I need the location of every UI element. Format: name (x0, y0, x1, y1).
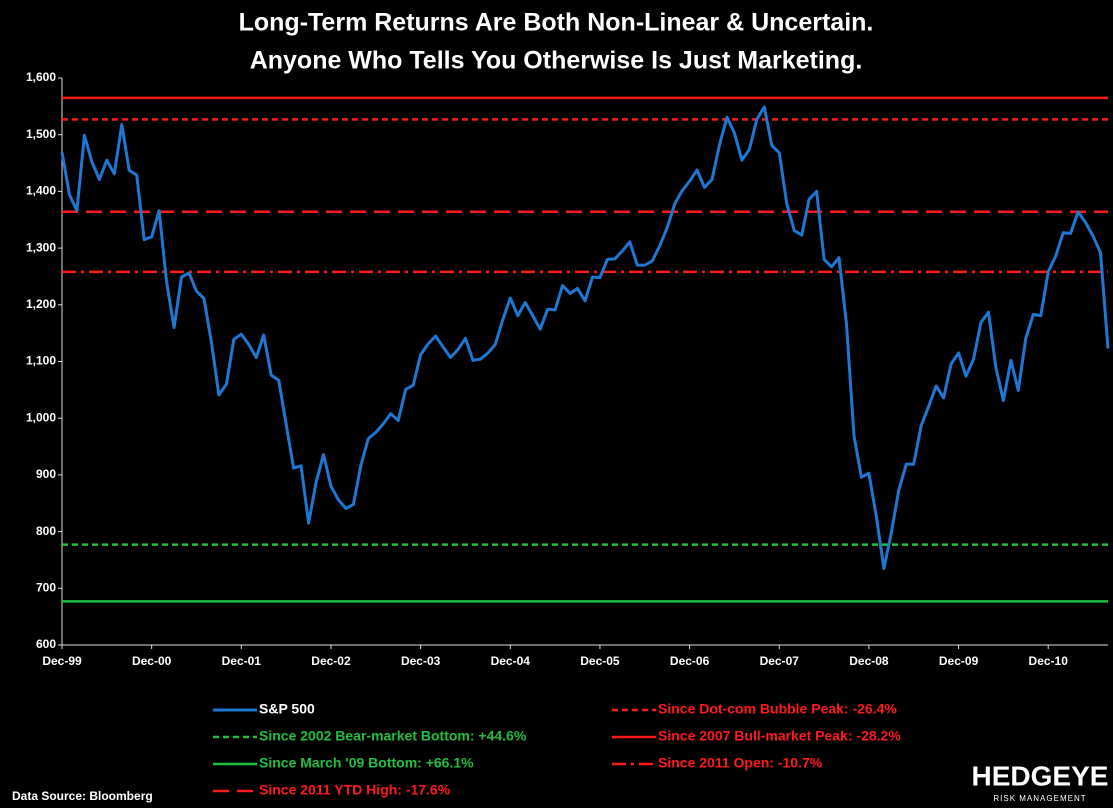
x-tick-label: Dec-06 (670, 654, 710, 668)
y-tick-label: 1,600 (26, 70, 56, 84)
x-tick-label: Dec-04 (491, 654, 531, 668)
x-tick-label: Dec-08 (849, 654, 889, 668)
y-tick-label: 800 (36, 524, 56, 538)
chart-title: Long-Term Returns Are Both Non-Linear & … (239, 9, 874, 37)
logo: HEDGEYE (972, 760, 1109, 791)
y-tick-label: 900 (36, 467, 56, 481)
source: Data Source: Bloomberg (12, 789, 153, 803)
x-tick-label: Dec-05 (580, 654, 620, 668)
y-tick-label: 1,200 (26, 297, 56, 311)
x-tick-label: Dec-09 (939, 654, 979, 668)
legend-label: S&P 500 (259, 701, 315, 717)
y-tick-label: 1,300 (26, 240, 56, 254)
series-line (60, 105, 1110, 570)
y-tick-label: 600 (36, 637, 56, 651)
y-tick-label: 1,500 (26, 127, 56, 141)
legend-label: Since March '09 Bottom: +66.1% (259, 755, 474, 771)
x-tick-label: Dec-00 (132, 654, 172, 668)
x-tick-label: Dec-01 (222, 654, 262, 668)
y-tick-label: 1,400 (26, 184, 56, 198)
y-tick-label: 1,000 (26, 410, 56, 424)
x-tick-label: Dec-10 (1029, 654, 1069, 668)
x-tick-label: Dec-02 (311, 654, 351, 668)
y-tick-label: 700 (36, 580, 56, 594)
logo-tagline: RISK MANAGEMENT (993, 794, 1086, 803)
x-tick-label: Dec-99 (42, 654, 82, 668)
chart-title: Anyone Who Tells You Otherwise Is Just M… (250, 47, 863, 75)
x-tick-label: Dec-07 (760, 654, 800, 668)
legend-label: Since Dot-com Bubble Peak: -26.4% (658, 701, 897, 717)
x-tick-label: Dec-03 (401, 654, 441, 668)
y-tick-label: 1,100 (26, 354, 56, 368)
legend-label: Since 2007 Bull-market Peak: -28.2% (658, 728, 901, 744)
legend-label: Since 2011 YTD High: -17.6% (259, 782, 451, 798)
legend-label: Since 2011 Open: -10.7% (658, 755, 823, 771)
legend-label: Since 2002 Bear-market Bottom: +44.6% (259, 728, 527, 744)
